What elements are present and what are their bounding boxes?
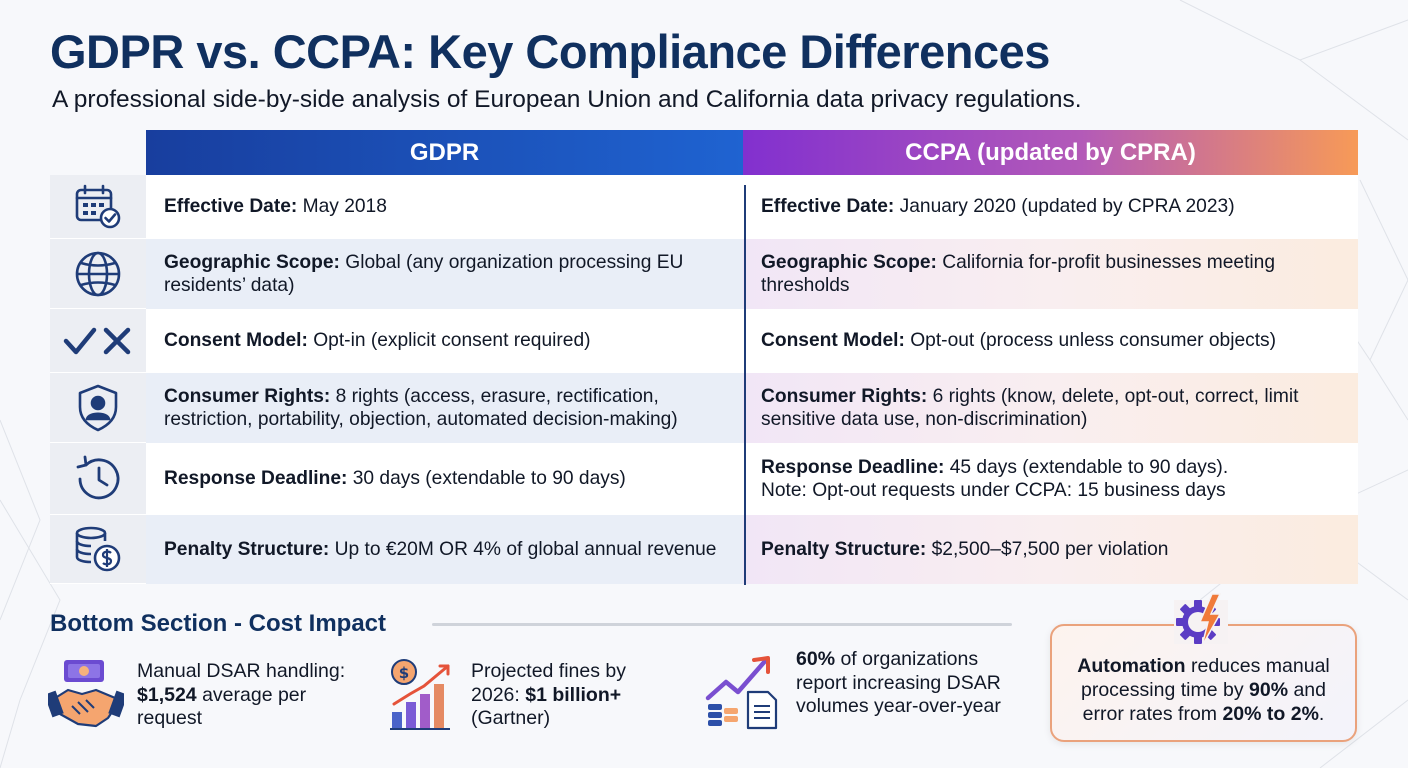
ccpa-column-header: CCPA (updated by CPRA)	[743, 130, 1358, 175]
table-row: Effective Date: May 2018 Effective Date:…	[50, 175, 1358, 239]
calendar-check-icon	[50, 175, 146, 239]
comparison-table: GDPR CCPA (updated by CPRA) Effective Da…	[50, 130, 1358, 585]
gdpr-column-header: GDPR	[146, 130, 743, 175]
column-divider	[744, 185, 746, 585]
ccpa-geographic-scope: Geographic Scope: California for-profit …	[743, 239, 1358, 309]
ccpa-response-deadline: Response Deadline: 45 days (extendable t…	[743, 443, 1358, 515]
gear-lightning-icon	[1174, 593, 1228, 647]
ccpa-consumer-rights: Consumer Rights: 6 rights (know, delete,…	[743, 373, 1358, 443]
table-row: Response Deadline: 30 days (extendable t…	[50, 443, 1358, 515]
handshake-money-icon	[48, 660, 124, 728]
bar-chart-dollar-icon: $	[390, 659, 450, 730]
gdpr-response-deadline: Response Deadline: 30 days (extendable t…	[146, 443, 743, 515]
clock-history-icon	[50, 443, 146, 515]
ccpa-effective-date: Effective Date: January 2020 (updated by…	[743, 175, 1358, 239]
svg-text:$: $	[399, 664, 409, 682]
ccpa-penalty-structure: Penalty Structure: $2,500–$7,500 per vio…	[743, 515, 1358, 584]
section-divider-line	[432, 623, 1012, 626]
ccpa-deadline-note: Note: Opt-out requests under CCPA: 15 bu…	[761, 480, 1226, 501]
table-row: Penalty Structure: Up to €20M OR 4% of g…	[50, 515, 1358, 584]
table-row: Consumer Rights: 8 rights (access, erasu…	[50, 373, 1358, 443]
check-cross-icon	[50, 309, 146, 373]
shield-user-icon	[50, 373, 146, 443]
stat-manual-dsar: Manual DSAR handling: $1,524 average per …	[137, 660, 346, 729]
bottom-section-title: Bottom Section - Cost Impact	[50, 610, 387, 637]
gdpr-penalty-structure: Penalty Structure: Up to €20M OR 4% of g…	[146, 515, 743, 584]
gdpr-geographic-scope: Geographic Scope: Global (any organizati…	[146, 239, 743, 309]
gdpr-effective-date: Effective Date: May 2018	[146, 175, 743, 239]
gdpr-consent-model: Consent Model: Opt-in (explicit consent …	[146, 309, 743, 373]
page-title: GDPR vs. CCPA: Key Compliance Difference…	[50, 25, 1050, 78]
gdpr-consumer-rights: Consumer Rights: 8 rights (access, erasu…	[146, 373, 743, 443]
stat-projected-fines: Projected fines by 2026: $1 billion+ (Gar…	[471, 660, 627, 729]
table-header: GDPR CCPA (updated by CPRA)	[50, 130, 1358, 175]
page-subtitle: A professional side-by-side analysis of …	[52, 86, 1082, 113]
trend-document-icon	[705, 656, 778, 730]
stat-dsar-volumes: 60% of organizations report increasing D…	[796, 648, 1001, 717]
ccpa-consent-model: Consent Model: Opt-out (process unless c…	[743, 309, 1358, 373]
table-row: Consent Model: Opt-in (explicit consent …	[50, 309, 1358, 373]
table-row: Geographic Scope: Global (any organizati…	[50, 239, 1358, 309]
coins-dollar-icon	[50, 515, 146, 584]
globe-icon	[50, 239, 146, 309]
